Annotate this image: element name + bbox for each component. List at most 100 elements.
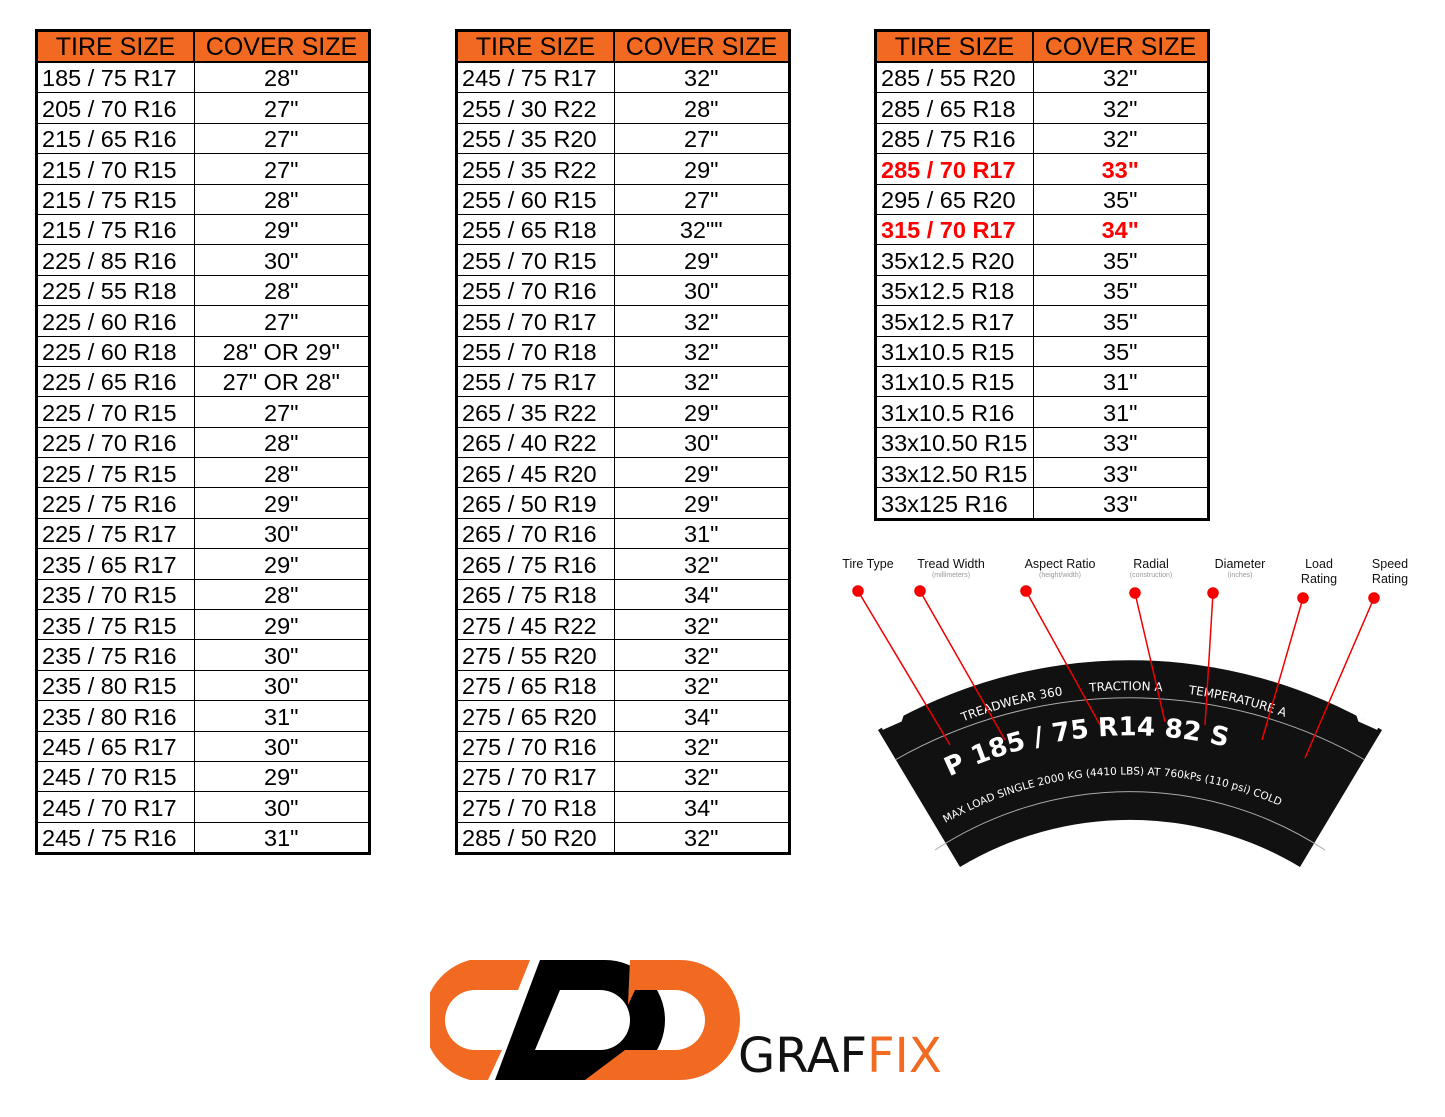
tire-size-text: 255 / 60 R15 — [462, 187, 597, 214]
cover-size-cell: 35" — [1032, 244, 1209, 276]
sidewall-line — [934, 791, 1326, 851]
cover-size-text: 32" — [1103, 126, 1138, 153]
table-row: 235 / 75 R16 30" — [36, 639, 370, 671]
cover-size-text: 30" — [264, 247, 299, 274]
cover-size-cell: 29" — [613, 244, 790, 276]
tire-size-text: 245 / 70 R17 — [42, 794, 177, 821]
cover-size-cell: 27" OR 28" — [193, 365, 370, 398]
tire-size-text: 285 / 65 R18 — [881, 95, 1016, 122]
header-cover-size-text: COVER SIZE — [205, 32, 358, 61]
label-title: Speed Rating — [1371, 557, 1409, 586]
tire-size-text: 245 / 75 R16 — [42, 825, 177, 852]
tire-size-text: 255 / 70 R15 — [462, 247, 597, 274]
tire-size-cell: 285 / 75 R16 — [875, 122, 1034, 155]
cover-size-cell: 35" — [1032, 183, 1209, 215]
tire-size-cell: 245 / 70 R15 — [36, 760, 195, 793]
cover-size-cell: 32" — [1032, 92, 1209, 124]
tire-size-cell: 255 / 70 R17 — [456, 305, 615, 337]
tire-size-text: 315 / 70 R17 — [881, 217, 1016, 244]
table-row: 33x12.50 R15 33" — [875, 457, 1209, 489]
cover-size-text: 27" — [264, 308, 299, 335]
tire-size-cell: 275 / 70 R18 — [456, 791, 615, 823]
tire-size-text: 225 / 60 R16 — [42, 308, 177, 335]
cover-size-cell: 33" — [1032, 457, 1209, 489]
cover-size-cell: 30" — [613, 426, 790, 459]
tire-size-cell: 245 / 75 R17 — [456, 61, 615, 94]
cover-size-text: 28" — [264, 65, 299, 92]
cover-size-cell: 34" — [613, 578, 790, 611]
cover-size-text: 34" — [684, 794, 719, 821]
tire-size-cell: 225 / 70 R16 — [36, 426, 195, 459]
cover-size-cell: 30" — [193, 669, 370, 702]
table-row: 31x10.5 R15 31" — [875, 365, 1209, 398]
cover-size-cell: 32" — [613, 609, 790, 641]
cover-size-text: 30" — [264, 642, 299, 669]
tire-size-cell: 215 / 65 R16 — [36, 122, 195, 155]
cover-size-text: 34" — [1101, 217, 1139, 244]
cover-size-cell: 31" — [1032, 396, 1209, 428]
cover-size-text: 28" — [684, 95, 719, 122]
tire-size-text: 295 / 65 R20 — [881, 187, 1016, 214]
header-tire-size-text: TIRE SIZE — [475, 32, 596, 61]
tire-size-cell: 235 / 75 R16 — [36, 639, 195, 671]
label-title: Radial — [1133, 557, 1169, 571]
cover-size-cell: 32" — [1032, 61, 1209, 94]
cover-size-text: 33" — [1103, 490, 1138, 517]
tire-size-text: 275 / 70 R18 — [462, 794, 597, 821]
cover-size-cell: 32" — [613, 61, 790, 94]
cover-size-cell: 30" — [193, 244, 370, 276]
tire-size-text: 33x125 R16 — [881, 490, 1008, 517]
cover-size-cell: 32" — [613, 365, 790, 398]
cover-size-text: 27" — [684, 126, 719, 153]
label-radial: Radial (construction) — [1120, 557, 1182, 580]
tire-size-text: 255 / 70 R18 — [462, 339, 597, 365]
tire-size-text: 235 / 80 R15 — [42, 673, 177, 700]
tire-size-cell: 225 / 65 R16 — [36, 365, 195, 398]
tire-size-cell: 225 / 75 R16 — [36, 487, 195, 519]
tire-size-text: 275 / 70 R17 — [462, 764, 597, 791]
cover-size-text: 29" — [264, 490, 299, 517]
cover-size-text: 34" — [684, 703, 719, 730]
tire-size-text: 265 / 35 R22 — [462, 399, 597, 426]
tire-size-text: 255 / 75 R17 — [462, 369, 597, 396]
cover-size-text: 34" — [684, 582, 719, 609]
tire-size-cell: 265 / 75 R18 — [456, 578, 615, 611]
table-row: 225 / 60 R16 27" — [36, 305, 370, 337]
table-row: 225 / 70 R15 27" — [36, 396, 370, 428]
tire-size-text: 225 / 55 R18 — [42, 278, 177, 305]
tire-body — [878, 660, 1382, 867]
header-tire-size-text: TIRE SIZE — [55, 32, 176, 61]
table-row: 215 / 75 R16 29" — [36, 213, 370, 246]
tire-size-cell: 215 / 75 R16 — [36, 213, 195, 246]
logo-d-black — [495, 960, 665, 1080]
sidewall-line — [894, 697, 1366, 761]
cover-size-cell: 31" — [193, 821, 370, 855]
tire-size-text: 205 / 70 R16 — [42, 95, 177, 122]
cover-size-cell: 30" — [613, 274, 790, 307]
cover-size-cell: 29" — [193, 213, 370, 246]
label-title: Tire Type — [842, 557, 894, 571]
table-row: 225 / 65 R16 27" OR 28" — [36, 365, 370, 398]
cover-size-text: 30" — [684, 430, 719, 457]
tire-size-cell: 35x12.5 R20 — [875, 244, 1034, 276]
tire-size-text: 275 / 55 R20 — [462, 642, 597, 669]
table-row: 245 / 70 R15 29" — [36, 760, 370, 793]
table-row: 255 / 60 R15 27" — [456, 183, 790, 215]
cover-size-text: 32" — [684, 551, 719, 578]
table-row: 255 / 70 R17 32" — [456, 305, 790, 337]
header-cover-size-text: COVER SIZE — [625, 32, 778, 61]
table-row: 235 / 80 R16 31" — [36, 700, 370, 732]
tire-size-cell: 35x12.5 R17 — [875, 305, 1034, 337]
cover-size-cell: 32" — [613, 335, 790, 367]
table-row: 285 / 55 R20 32" — [875, 61, 1209, 94]
cover-size-text: 32" — [684, 734, 719, 761]
header-cover-size-text: COVER SIZE — [1044, 32, 1197, 61]
cover-size-cell: 28" — [193, 274, 370, 307]
table-row: 33x10.50 R15 33" — [875, 426, 1209, 459]
table-row: 235 / 75 R15 29" — [36, 609, 370, 641]
cover-size-cell: 28" OR 29" — [193, 335, 370, 367]
cover-size-cell: 29" — [613, 487, 790, 519]
tire-size-text: 255 / 35 R20 — [462, 126, 597, 153]
table-row: 255 / 65 R18 32"" — [456, 213, 790, 246]
cover-size-text: 31" — [1103, 399, 1138, 426]
